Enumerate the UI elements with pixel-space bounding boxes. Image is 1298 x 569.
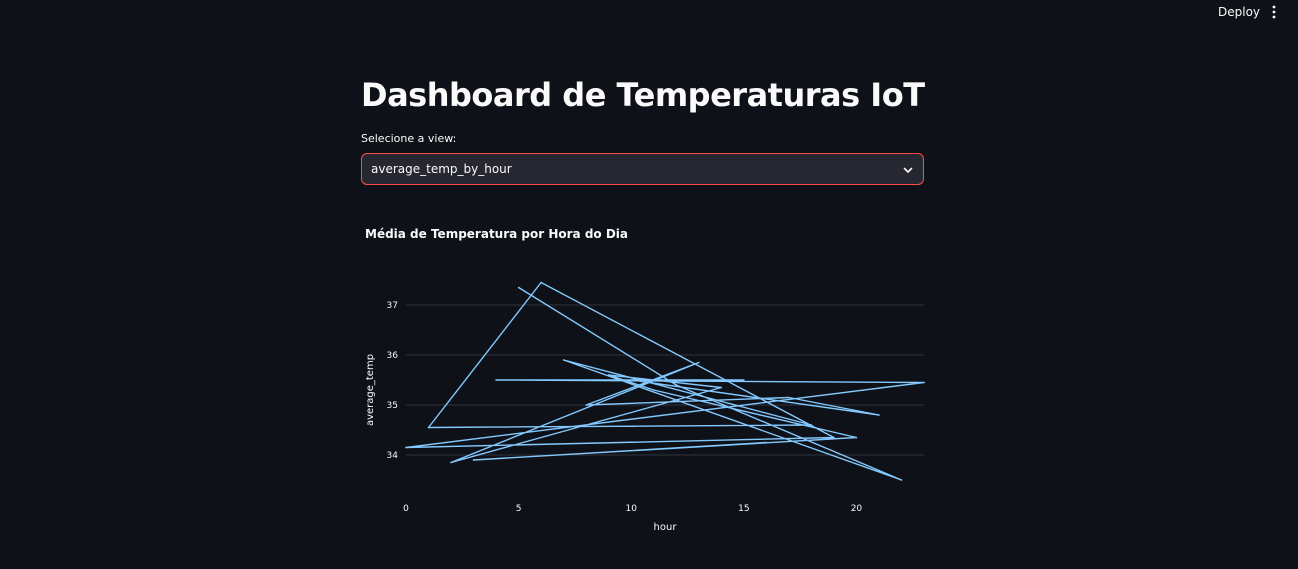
data-point (788, 396, 790, 399)
main-content: Dashboard de Temperaturas IoT Selecione … (361, 0, 925, 569)
y-axis-title: average_temp (365, 354, 376, 426)
chart-title: Média de Temperatura por Hora do Dia (365, 227, 629, 241)
deploy-button[interactable]: Deploy (1212, 4, 1266, 20)
data-point (652, 389, 655, 391)
x-tick-label: 5 (516, 504, 522, 514)
y-tick-label: 34 (387, 451, 399, 461)
data-point (607, 374, 610, 376)
data-point (810, 424, 813, 426)
x-tick-label: 0 (403, 504, 409, 514)
line-chart: Média de Temperatura por Hora do Dia 34 3… (361, 215, 961, 545)
data-point (855, 436, 858, 439)
data-point (585, 404, 587, 406)
data-point (517, 286, 520, 289)
data-point (427, 426, 430, 429)
data-point (720, 386, 723, 389)
data-point (923, 381, 925, 384)
view-select[interactable]: average_temp_by_hour (361, 153, 924, 185)
x-tick-label: 20 (851, 504, 863, 514)
series-line (405, 281, 925, 481)
view-select-value: average_temp_by_hour (371, 162, 512, 176)
chevron-down-icon (903, 167, 913, 173)
x-axis-title: hour (654, 522, 678, 533)
chart-plot-area: 34 35 36 37 0 5 10 15 20 hour average_temp (365, 281, 925, 533)
data-point (630, 379, 633, 381)
data-point (495, 379, 497, 381)
x-tick-label: 15 (738, 504, 749, 514)
top-toolbar: Deploy (0, 0, 1298, 24)
data-point (450, 461, 452, 464)
y-tick-label: 36 (387, 351, 399, 361)
view-select-label: Selecione a view: (361, 132, 457, 145)
data-point (833, 436, 835, 439)
data-point (540, 281, 542, 284)
kebab-menu-icon (1272, 5, 1276, 19)
main-menu-button[interactable] (1264, 4, 1284, 20)
page-title: Dashboard de Temperaturas IoT (361, 76, 925, 114)
y-tick-label: 35 (387, 401, 398, 411)
data-point (562, 359, 565, 361)
data-point (675, 384, 678, 386)
data-point (743, 379, 745, 381)
data-point (405, 446, 407, 449)
x-tick-label: 10 (625, 504, 637, 514)
data-point (697, 361, 700, 364)
data-point (765, 441, 768, 444)
data-point (472, 459, 475, 461)
data-point (900, 479, 903, 481)
y-tick-label: 37 (387, 301, 398, 311)
data-point (878, 414, 880, 416)
